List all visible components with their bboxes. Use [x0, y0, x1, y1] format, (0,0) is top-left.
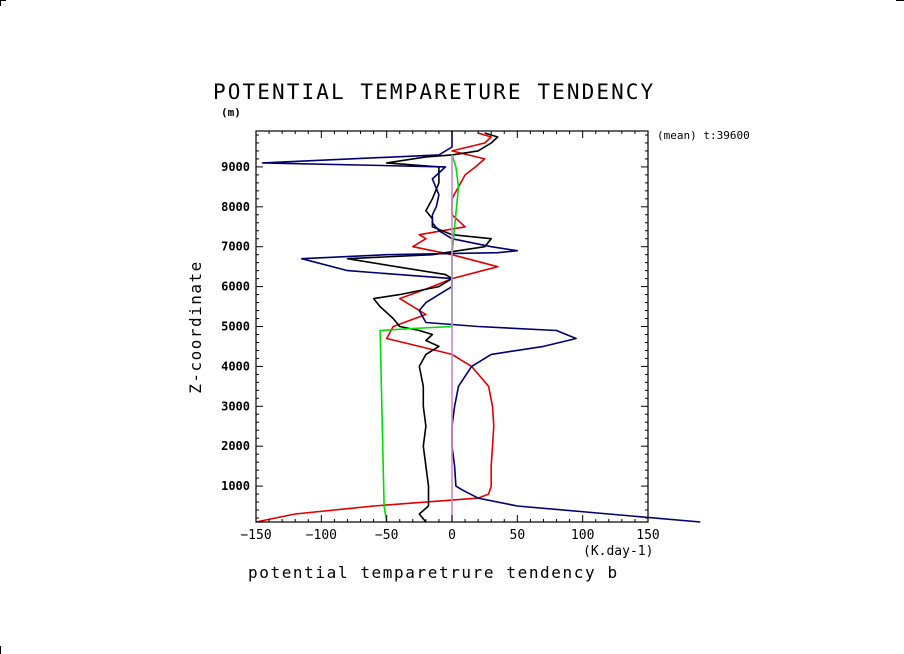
- y-tick-label: 2000: [221, 439, 250, 453]
- y-unit-label: (m): [221, 106, 241, 119]
- corner-mark-top-left: [0, 0, 6, 1]
- y-tick-label: 7000: [221, 240, 250, 254]
- x-tick-label: −50: [375, 528, 398, 543]
- x-tick-label: −150: [240, 528, 271, 543]
- y-tick-label: 4000: [221, 359, 250, 373]
- y-axis-ticks: 1000 2000 3000 4000 5000 6000 7000 8000 9000: [221, 134, 648, 519]
- series-line-2: [346, 132, 499, 523]
- series-layer: [255, 131, 701, 523]
- x-tick-label: 100: [571, 528, 594, 543]
- corner-mark-top-left-v: [0, 0, 1, 6]
- series-line-3: [261, 131, 701, 523]
- series-line-1: [255, 132, 499, 523]
- x-tick-label: 0: [448, 528, 456, 543]
- series-line-4: [379, 154, 460, 523]
- x-tick-label: −100: [306, 528, 337, 543]
- annotation-label: (mean) t:39600: [657, 129, 750, 142]
- y-tick-label: 5000: [221, 320, 250, 334]
- x-tick-label: 150: [636, 528, 659, 543]
- y-tick-label: 8000: [221, 200, 250, 214]
- y-axis-label: Z-coordinate: [186, 260, 205, 394]
- y-tick-label: 6000: [221, 280, 250, 294]
- chart-title: POTENTIAL TEMPARETURE TENDENCY: [213, 80, 655, 104]
- y-tick-label: 1000: [221, 479, 250, 493]
- corner-mark-bottom-left: [0, 646, 1, 654]
- corner-mark-top-right: [896, 0, 904, 1]
- x-unit-label: (K.day-1): [583, 544, 653, 559]
- y-tick-label: 3000: [221, 399, 250, 413]
- x-axis-ticks: −150 −100 −50 0 50 100 150: [240, 131, 660, 543]
- x-axis-label: potential temparetrure tendency b: [248, 563, 619, 582]
- y-tick-label: 9000: [221, 160, 250, 174]
- x-tick-label: 50: [510, 528, 526, 543]
